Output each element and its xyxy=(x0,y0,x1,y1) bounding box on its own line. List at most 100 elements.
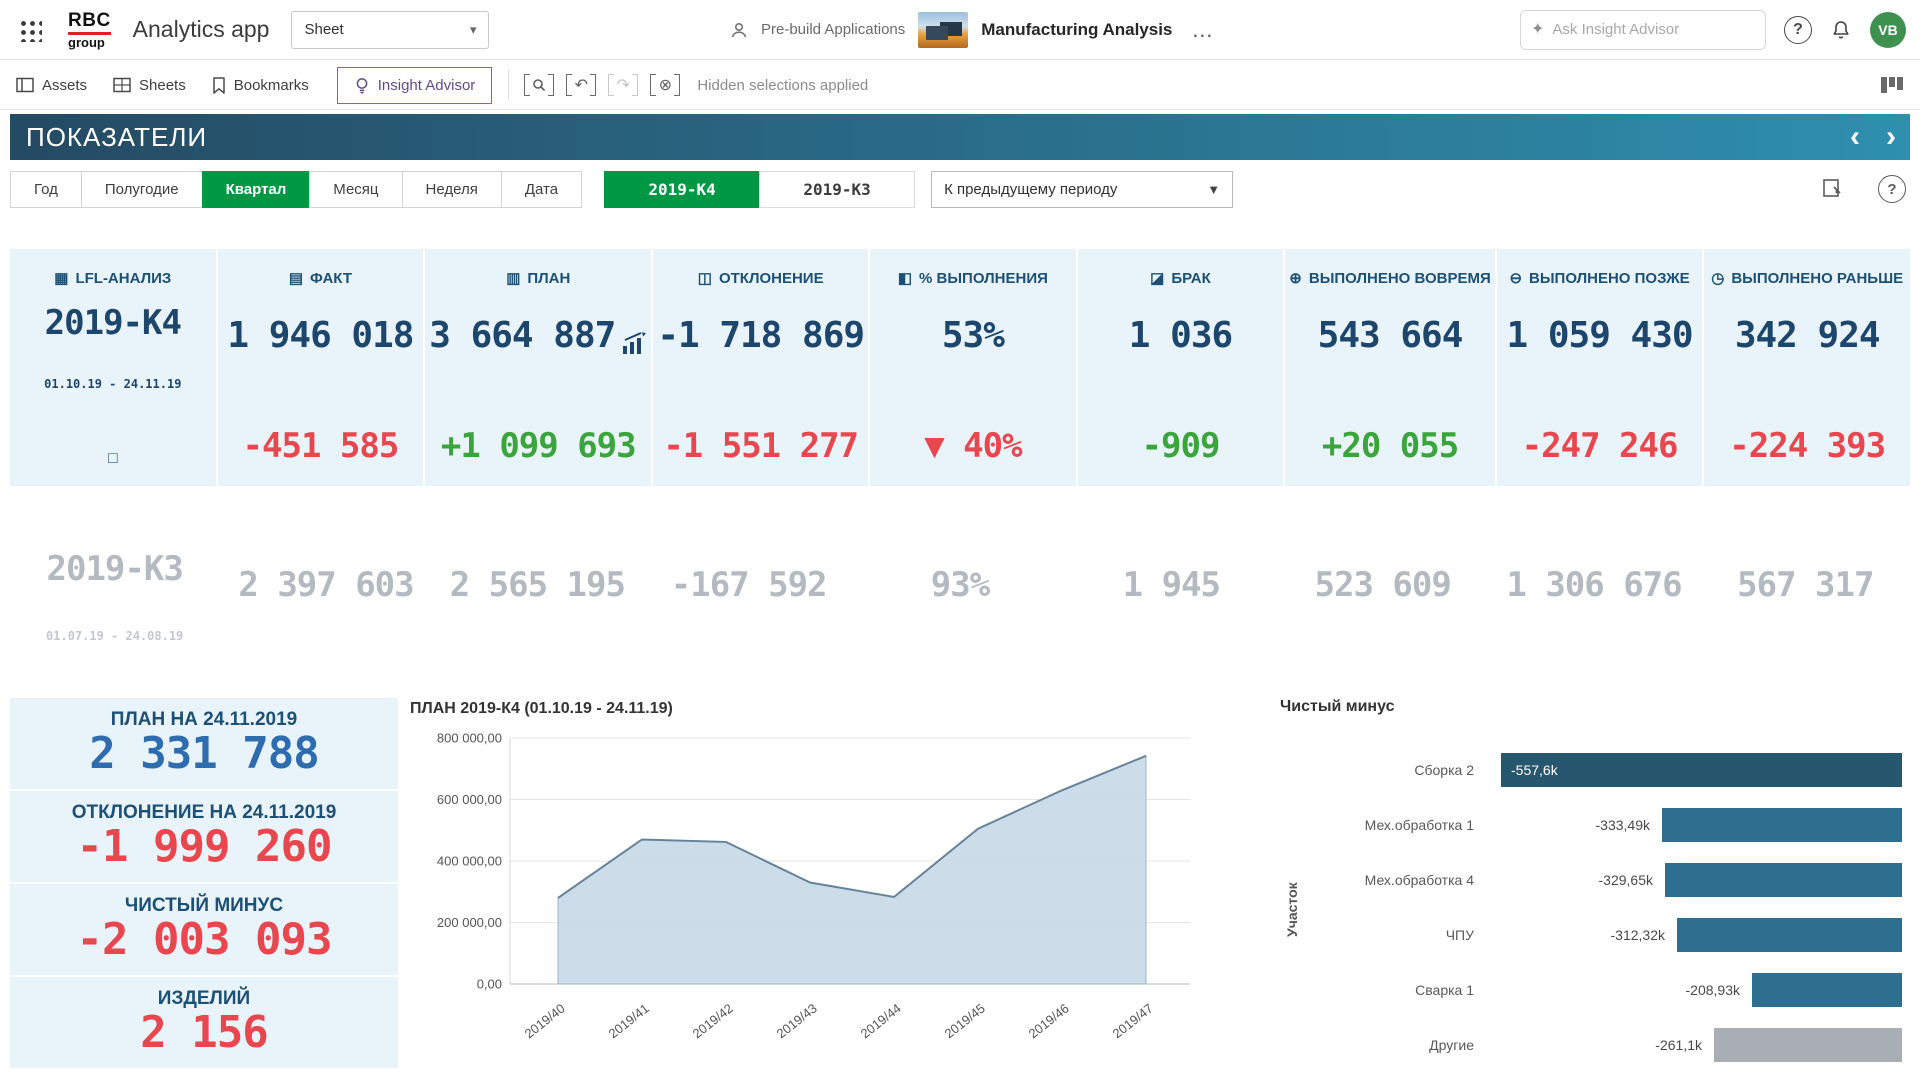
compare-period-dropdown[interactable]: К предыдущему периоду ▼ xyxy=(931,171,1233,208)
svg-text:2019/40: 2019/40 xyxy=(522,1001,568,1042)
user-avatar[interactable]: VB xyxy=(1870,12,1906,48)
prebuild-applications-link[interactable]: Pre-build Applications xyxy=(761,21,905,38)
period-button-quarter[interactable]: Квартал xyxy=(202,171,311,208)
completion-pct-delta: ▼ 40% xyxy=(924,426,1021,466)
bar-category-label: Мех.обработка 1 xyxy=(1316,817,1484,833)
bar-row[interactable]: ЧПУ-312,32k xyxy=(1316,907,1902,962)
plan-delta: +1 099 693 xyxy=(441,426,636,466)
kpi-card-lfl[interactable]: ▦ LFL-АНАЛИЗ 2019-К4 01.10.19 - 24.11.19… xyxy=(10,249,216,486)
prev-done-late-value: 1 306 676 xyxy=(1489,505,1698,665)
bar-chart-y-axis-label: Участок xyxy=(1284,742,1300,1078)
kpi-card-defects[interactable]: ◪БРАК 1 036 -909 xyxy=(1078,249,1284,486)
kpi-card-plan[interactable]: ▥ПЛАН 3 664 887 +1 099 693 xyxy=(425,249,651,486)
net-minus-bar-chart[interactable]: Чистый минус Участок Сборка 2-557,6kМех.… xyxy=(1280,698,1910,1078)
bar[interactable] xyxy=(1662,808,1902,842)
kpi-card-done-late[interactable]: ⊖ВЫПОЛНЕНО ПОЗЖЕ 1 059 430 -247 246 xyxy=(1497,249,1703,486)
more-menu-icon[interactable]: … xyxy=(1185,17,1221,43)
plan-on-date-value: 2 331 788 xyxy=(89,731,318,777)
bar[interactable] xyxy=(1752,973,1902,1007)
current-selections-icon[interactable] xyxy=(1820,177,1844,201)
net-minus-card[interactable]: ЧИСТЫЙ МИНУС -2 003 093 xyxy=(10,884,398,975)
area-chart-plot[interactable]: 0,00200 000,00400 000,00600 000,00800 00… xyxy=(410,722,1216,1062)
step-back-selection-icon[interactable]: ↶ xyxy=(565,71,597,99)
assets-button[interactable]: Assets xyxy=(16,77,87,94)
people-icon xyxy=(730,21,748,39)
kpi-card-fact[interactable]: ▤ФАКТ 1 946 018 -451 585 xyxy=(218,249,424,486)
period-button-month[interactable]: Месяц xyxy=(309,171,402,208)
kpi-card-done-ontime[interactable]: ⊕ВЫПОЛНЕНО ВОВРЕМЯ 543 664 +20 055 xyxy=(1285,249,1494,486)
app-thumbnail-image[interactable] xyxy=(918,12,968,48)
fact-title: ФАКТ xyxy=(310,270,352,287)
help-icon[interactable]: ? xyxy=(1784,16,1812,44)
defects-value: 1 036 xyxy=(1129,315,1232,356)
bar-row[interactable]: Другие-261,1k xyxy=(1316,1017,1902,1072)
bar-category-label: Сварка 1 xyxy=(1316,982,1484,998)
period-button-year[interactable]: Год xyxy=(10,171,82,208)
lfl-period: 2019-К4 xyxy=(45,303,181,343)
bar-row[interactable]: Сварка 1-208,93k xyxy=(1316,962,1902,1017)
defects-delta: -909 xyxy=(1142,426,1220,466)
bookmarks-button[interactable]: Bookmarks xyxy=(212,77,309,94)
lfl-detail-icon[interactable]: ◻ xyxy=(107,448,119,466)
bar[interactable] xyxy=(1665,863,1902,897)
bar-value-label: -329,65k xyxy=(1599,872,1653,888)
sheets-button[interactable]: Sheets xyxy=(113,77,186,94)
app-launcher-grid-icon[interactable] xyxy=(18,18,42,42)
smart-search-selections-icon[interactable] xyxy=(523,71,555,99)
bar-row[interactable]: Сборка 2-557,6k xyxy=(1316,742,1902,797)
sheet-dropdown-value: Sheet xyxy=(304,21,343,38)
previous-sheet-icon[interactable]: ‹ xyxy=(1850,122,1860,152)
plan-title: ПЛАН xyxy=(527,270,570,287)
period-button-week[interactable]: Неделя xyxy=(402,171,502,208)
quarter-tab-2019-k4[interactable]: 2019-К4 xyxy=(604,171,760,208)
bar[interactable] xyxy=(1677,918,1902,952)
done-ontime-title: ВЫПОЛНЕНО ВОВРЕМЯ xyxy=(1309,270,1491,287)
plan-on-date-card[interactable]: ПЛАН НА 24.11.2019 2 331 788 xyxy=(10,698,398,789)
prev-done-early-value: 567 317 xyxy=(1701,505,1910,665)
period-button-date[interactable]: Дата xyxy=(501,171,582,208)
insight-advisor-search[interactable]: ✦ xyxy=(1520,10,1766,50)
grid-view-icon[interactable] xyxy=(1880,75,1904,95)
summary-cards: ПЛАН НА 24.11.2019 2 331 788 ОТКЛОНЕНИЕ … xyxy=(10,698,398,1070)
sheet-dropdown[interactable]: Sheet ▾ xyxy=(291,11,489,49)
next-sheet-icon[interactable]: › xyxy=(1886,122,1896,152)
compare-period-value: К предыдущему периоду xyxy=(944,181,1117,198)
bar[interactable] xyxy=(1714,1028,1902,1062)
fact-icon: ▤ xyxy=(289,269,303,287)
bar-row[interactable]: Мех.обработка 1-333,49k xyxy=(1316,797,1902,852)
sheets-label: Sheets xyxy=(139,77,186,94)
clear-selections-icon[interactable]: ⊗ xyxy=(649,71,681,99)
notifications-bell-icon[interactable] xyxy=(1830,19,1852,41)
assets-label: Assets xyxy=(42,77,87,94)
lfl-title: LFL-АНАЛИЗ xyxy=(75,270,171,287)
done-early-value: 342 924 xyxy=(1735,315,1880,356)
bar-zone: -329,65k xyxy=(1484,862,1902,898)
kpi-card-deviation[interactable]: ◫ОТКЛОНЕНИЕ -1 718 869 -1 551 277 xyxy=(653,249,868,486)
deviation-on-date-card[interactable]: ОТКЛОНЕНИЕ НА 24.11.2019 -1 999 260 xyxy=(10,791,398,882)
document-title[interactable]: Manufacturing Analysis xyxy=(981,20,1172,40)
step-forward-selection-icon[interactable]: ↷ xyxy=(607,71,639,99)
search-input[interactable] xyxy=(1552,21,1755,38)
kpi-band: ▦ LFL-АНАЛИЗ 2019-К4 01.10.19 - 24.11.19… xyxy=(10,249,1910,486)
plan-area-chart[interactable]: ПЛАН 2019-К4 (01.10.19 - 24.11.19) 0,002… xyxy=(410,700,1216,1062)
bar[interactable]: -557,6k xyxy=(1501,753,1902,787)
completion-pct-value: 53% xyxy=(942,315,1004,356)
dropdown-caret-icon: ▼ xyxy=(1207,182,1220,197)
defects-icon: ◪ xyxy=(1150,269,1164,287)
quarter-tab-2019-k3[interactable]: 2019-К3 xyxy=(759,171,915,208)
period-button-halfyear[interactable]: Полугодие xyxy=(81,171,203,208)
bar-row[interactable]: Мех.обработка 4-329,65k xyxy=(1316,852,1902,907)
bar-zone: -261,1k xyxy=(1484,1027,1902,1063)
svg-text:2019/42: 2019/42 xyxy=(690,1001,736,1042)
kpi-card-completion-pct[interactable]: ◧% ВЫПОЛНЕНИЯ 53% ▼ 40% xyxy=(870,249,1076,486)
area-chart-title: ПЛАН 2019-К4 (01.10.19 - 24.11.19) xyxy=(410,700,1216,718)
app-header: RBC group Analytics app Sheet ▾ Pre-buil… xyxy=(0,0,1920,60)
chevron-down-icon: ▾ xyxy=(470,22,477,38)
filter-help-icon[interactable]: ? xyxy=(1878,175,1906,203)
lfl-date-range: 01.10.19 - 24.11.19 xyxy=(44,377,181,391)
items-card[interactable]: ИЗДЕЛИЙ 2 156 xyxy=(10,977,398,1068)
done-ontime-delta: +20 055 xyxy=(1322,426,1458,466)
insight-advisor-button[interactable]: Insight Advisor xyxy=(337,67,493,104)
bar-rows: Сборка 2-557,6kМех.обработка 1-333,49kМе… xyxy=(1316,742,1902,1072)
kpi-card-done-early[interactable]: ◷ВЫПОЛНЕНО РАНЬШЕ 342 924 -224 393 xyxy=(1704,249,1910,486)
